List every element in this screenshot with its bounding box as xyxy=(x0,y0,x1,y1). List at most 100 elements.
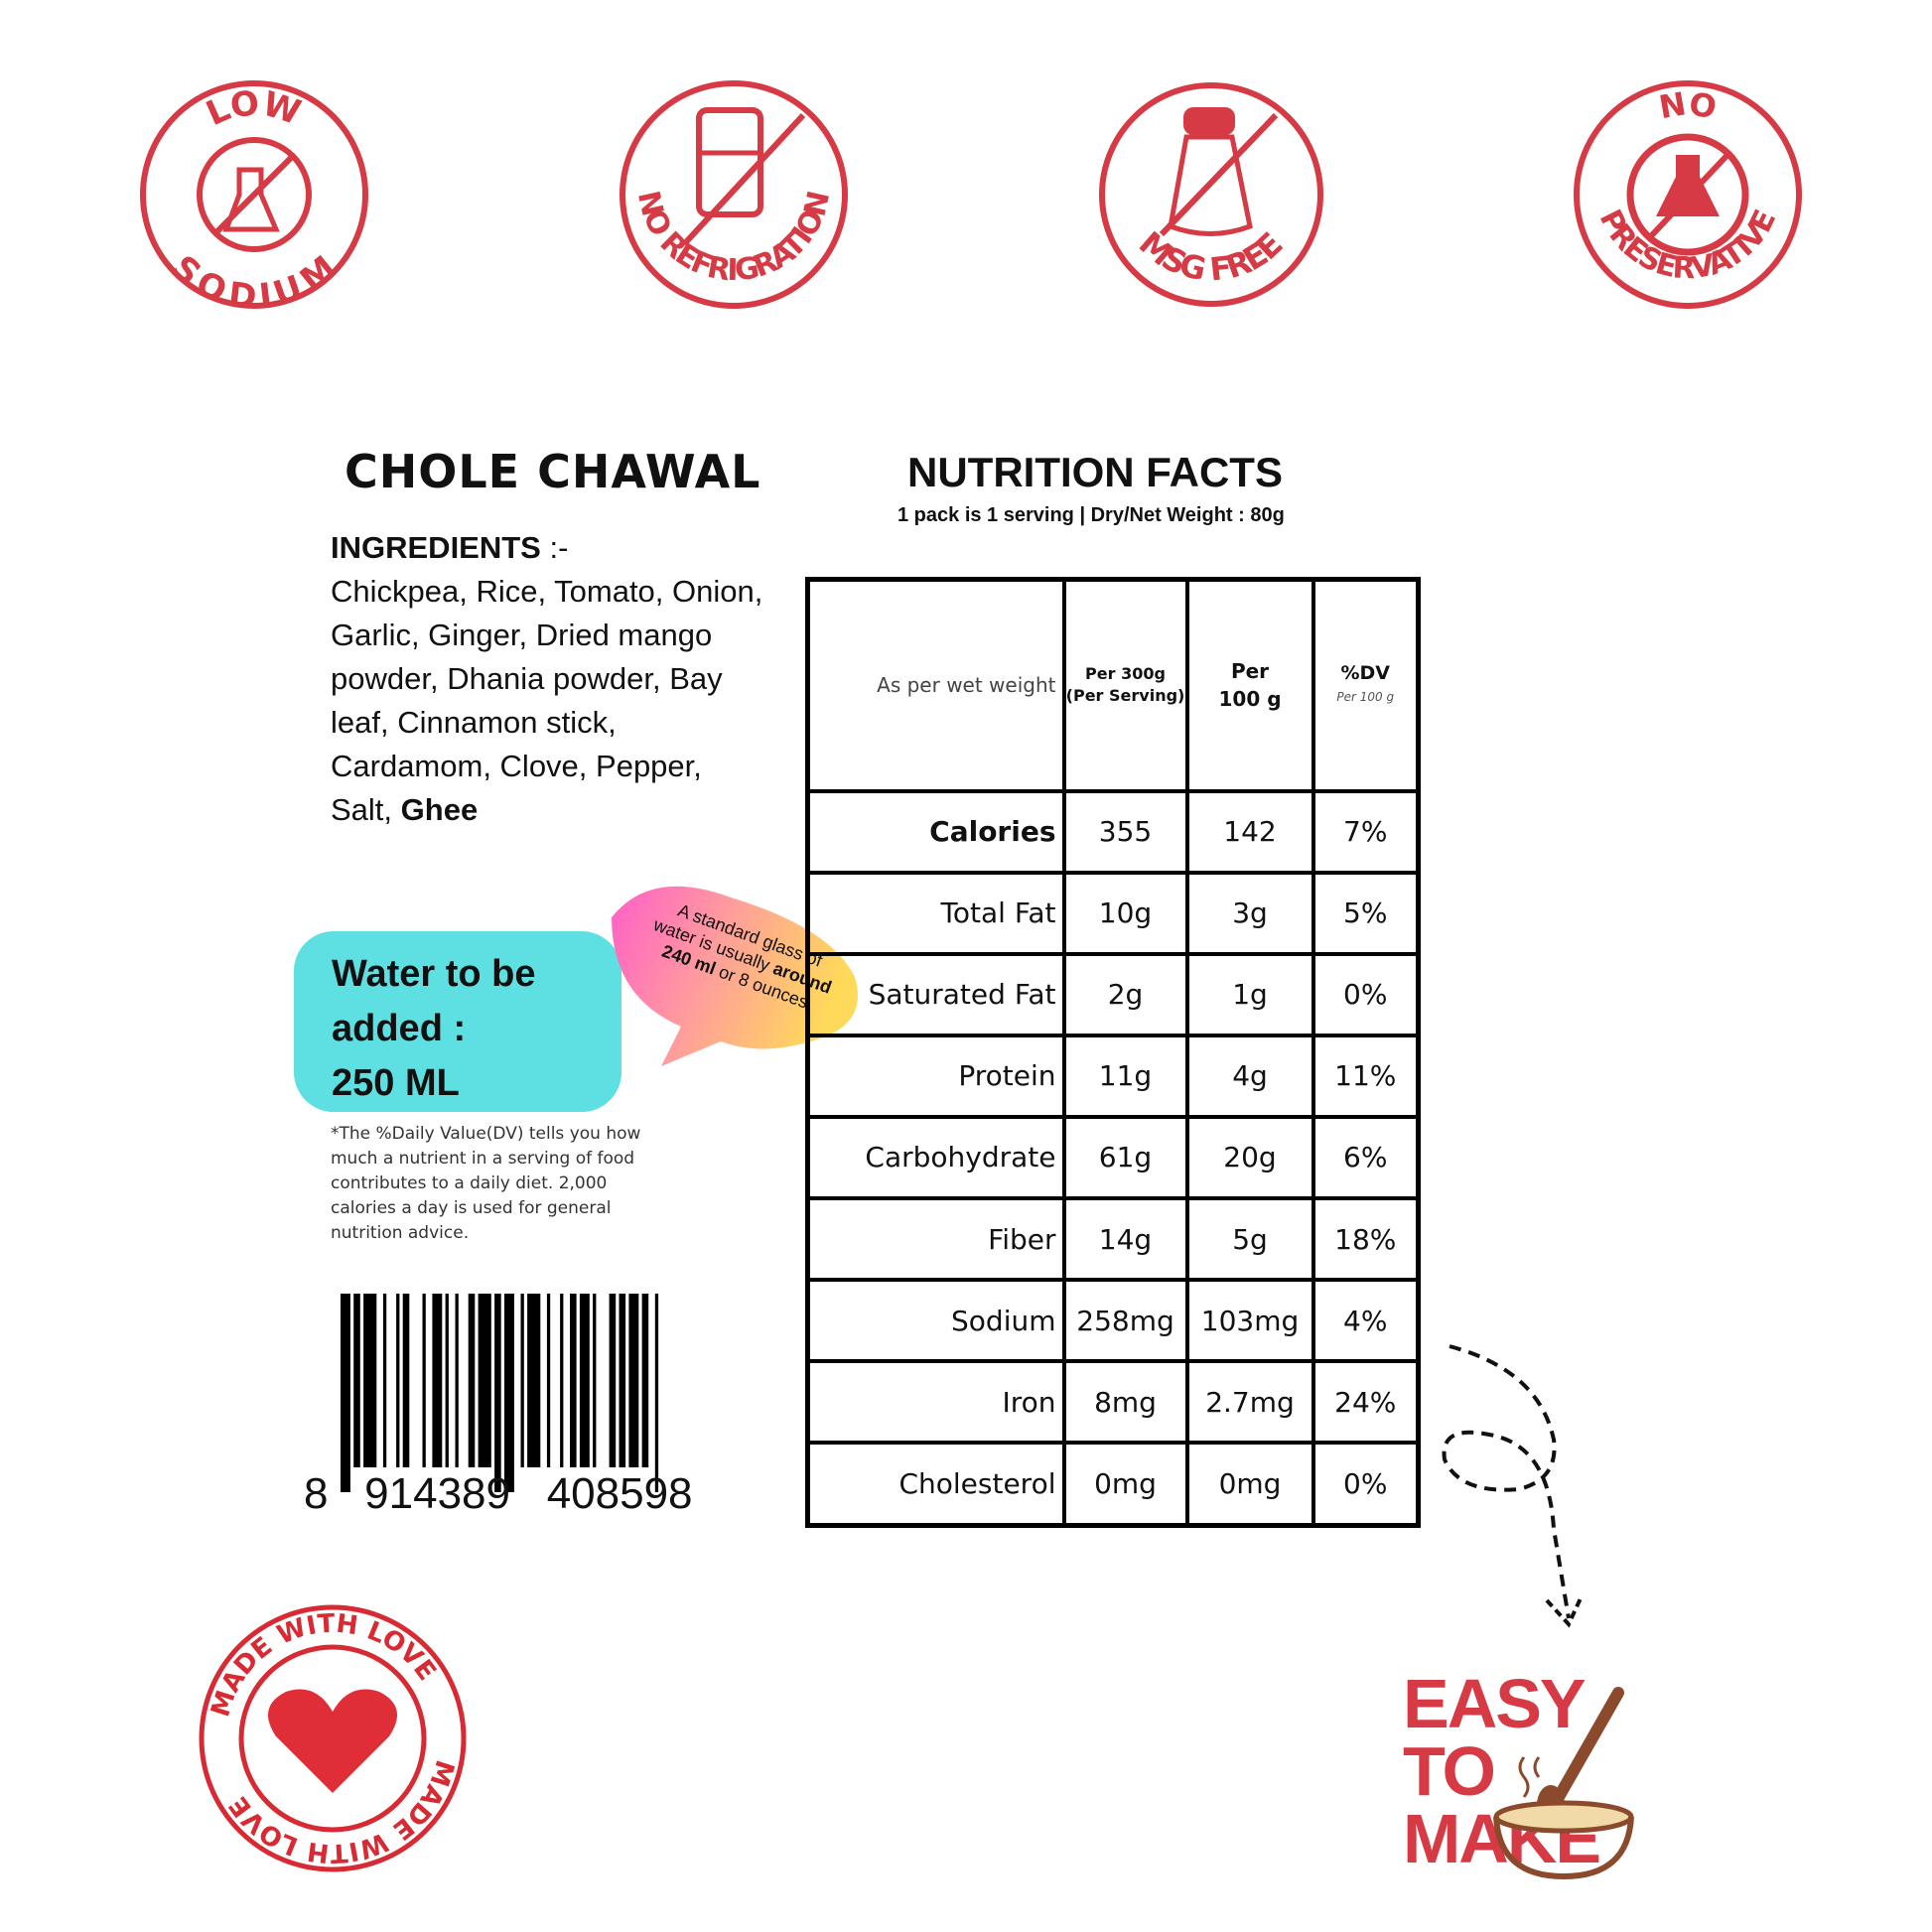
header-label: As per wet weight xyxy=(805,577,1066,793)
nutrient-name: Carbohydrate xyxy=(805,1114,1066,1200)
water-instruction: Water to be added : 250 ML xyxy=(294,931,621,1112)
table-row: Cholesterol 0mg 0mg 0% xyxy=(805,1441,1421,1528)
barcode-bar xyxy=(527,1294,541,1467)
dv-footnote: *The %Daily Value(DV) tells you how much… xyxy=(331,1124,641,1243)
barcode-bar xyxy=(593,1294,597,1467)
per-serving-value: 355 xyxy=(1061,788,1189,875)
dv-value: 0% xyxy=(1311,1441,1421,1528)
per-serving-value: 61g xyxy=(1061,1114,1189,1200)
per-100g-value: 2.7mg xyxy=(1184,1359,1315,1446)
barcode-bar xyxy=(382,1294,387,1467)
per-100g-value: 20g xyxy=(1184,1114,1315,1200)
per-serving-value: 258mg xyxy=(1061,1278,1189,1364)
ingredients-heading: INGREDIENTS xyxy=(331,530,541,565)
made-with-love-stamp: MADE WITH LOVE MADE WITH LOVE xyxy=(199,1604,467,1872)
barcode-bar xyxy=(609,1294,617,1467)
per-serving-value: 11g xyxy=(1061,1033,1189,1119)
table-row: Protein 11g 4g 11% xyxy=(805,1033,1421,1119)
per-serving-value: 8mg xyxy=(1061,1359,1189,1446)
nutrient-name: Fiber xyxy=(805,1195,1066,1283)
per-100g-value: 103mg xyxy=(1184,1278,1315,1364)
barcode-bar xyxy=(445,1294,449,1467)
nutrition-table: As per wet weight Per 300g (Per Serving) … xyxy=(805,577,1421,1528)
nutrient-name: Iron xyxy=(805,1359,1066,1446)
water-line2: added : xyxy=(332,1008,467,1049)
barcode-bar xyxy=(478,1294,491,1467)
barcode-bar xyxy=(341,1294,350,1492)
per-100g-value: 142 xyxy=(1184,788,1315,875)
nutrient-name: Calories xyxy=(805,788,1066,875)
table-row: Carbohydrate 61g 20g 6% xyxy=(805,1114,1421,1200)
bowl-spoon-icon xyxy=(1493,1687,1634,1880)
product-title: CHOLE CHAWAL xyxy=(345,445,761,498)
table-row: Total Fat 10g 3g 5% xyxy=(805,870,1421,956)
header-per-100g: Per 100 g xyxy=(1184,577,1315,793)
barcode-bar xyxy=(422,1294,426,1467)
barcode-bar xyxy=(641,1294,649,1467)
per-serving-value: 14g xyxy=(1061,1195,1189,1283)
table-row: Sodium 258mg 103mg 4% xyxy=(805,1278,1421,1364)
header-per-serving: Per 300g (Per Serving) xyxy=(1061,577,1189,793)
svg-text:SODIUM: SODIUM xyxy=(164,248,345,314)
barcode xyxy=(341,1294,659,1492)
per-100g-value: 0mg xyxy=(1184,1441,1315,1528)
water-amount: 250 ML xyxy=(332,1062,460,1104)
svg-text:NO REFRIGRATION: NO REFRIGRATION xyxy=(630,188,837,289)
ingredient-ghee: Ghee xyxy=(400,792,479,827)
barcode-bar xyxy=(520,1294,524,1467)
barcode-bar xyxy=(494,1294,501,1492)
table-row: Fiber 14g 5g 18% xyxy=(805,1195,1421,1283)
barcode-bar xyxy=(432,1294,443,1467)
dv-value: 4% xyxy=(1311,1278,1421,1364)
nutrient-name: Saturated Fat xyxy=(805,951,1066,1037)
per-serving-value: 10g xyxy=(1061,870,1189,956)
barcode-bar xyxy=(570,1294,577,1467)
nutrient-name: Total Fat xyxy=(805,870,1066,956)
dv-value: 24% xyxy=(1311,1359,1421,1446)
barcode-bar xyxy=(468,1294,476,1467)
barcode-bar xyxy=(628,1294,639,1467)
dashed-arrow xyxy=(1442,1344,1583,1628)
per-100g-value: 5g xyxy=(1184,1195,1315,1283)
per-serving-value: 2g xyxy=(1061,951,1189,1037)
no-refrigeration-badge: NO REFRIGRATION xyxy=(620,80,848,309)
dv-value: 5% xyxy=(1311,870,1421,956)
dv-value: 0% xyxy=(1311,951,1421,1037)
table-row: Calories 355 142 7% xyxy=(805,788,1421,875)
table-row: Iron 8mg 2.7mg 24% xyxy=(805,1359,1421,1446)
barcode-bar xyxy=(560,1294,564,1467)
dv-value: 6% xyxy=(1311,1114,1421,1200)
barcode-bar xyxy=(363,1294,377,1467)
serving-info: 1 pack is 1 serving | Dry/Net Weight : 8… xyxy=(897,504,1285,526)
ingredients-list: Chickpea, Rice, Tomato, Onion, Garlic, G… xyxy=(331,574,763,827)
dv-value: 18% xyxy=(1311,1195,1421,1283)
nutrient-name: Protein xyxy=(805,1033,1066,1119)
barcode-bar xyxy=(396,1294,400,1467)
barcode-bar xyxy=(353,1294,360,1467)
svg-text:LOW: LOW xyxy=(201,83,306,134)
svg-text:PRESERVATIVE: PRESERVATIVE xyxy=(1592,205,1784,287)
barcode-bar xyxy=(619,1294,626,1467)
ingredients-suffix: :- xyxy=(540,530,569,565)
barcode-bar xyxy=(504,1294,514,1492)
barcode-bar xyxy=(455,1294,459,1467)
barcode-bar xyxy=(546,1294,551,1467)
nutrient-name: Sodium xyxy=(805,1278,1066,1364)
per-100g-value: 1g xyxy=(1184,951,1315,1037)
heart-icon xyxy=(268,1689,397,1793)
barcode-bar xyxy=(402,1294,410,1467)
dv-value: 11% xyxy=(1311,1033,1421,1119)
barcode-bar xyxy=(579,1294,590,1467)
dv-value: 7% xyxy=(1311,788,1421,875)
no-preservative-badge: NO PRESERVATIVE xyxy=(1574,80,1802,309)
per-100g-value: 4g xyxy=(1184,1033,1315,1119)
low-sodium-badge: LOW SODIUM xyxy=(140,80,368,314)
svg-text:NO: NO xyxy=(1656,84,1720,126)
msg-free-badge: MSG FREE xyxy=(1099,82,1323,307)
speech-bubble xyxy=(612,886,858,1066)
per-100g-value: 3g xyxy=(1184,870,1315,956)
table-header: As per wet weight Per 300g (Per Serving) … xyxy=(805,577,1421,793)
water-line1: Water to be xyxy=(332,953,536,995)
barcode-number: 8 914389 408598 xyxy=(304,1469,693,1518)
header-dv: %DV Per 100 g xyxy=(1311,577,1421,793)
